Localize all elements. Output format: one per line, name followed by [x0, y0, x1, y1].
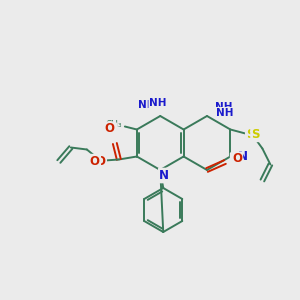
Text: CH₃: CH₃ — [105, 120, 122, 129]
Text: O: O — [232, 152, 242, 166]
Text: NH: NH — [215, 102, 232, 112]
Text: N: N — [237, 150, 248, 163]
Text: N: N — [159, 169, 169, 182]
Text: N: N — [159, 169, 169, 182]
Text: NH: NH — [138, 100, 155, 110]
Text: O: O — [96, 155, 106, 168]
Text: S: S — [246, 128, 255, 141]
Text: NH: NH — [216, 108, 233, 118]
Text: O: O — [90, 155, 100, 168]
Text: S: S — [251, 128, 260, 141]
Text: O: O — [105, 122, 115, 136]
Text: N: N — [237, 150, 248, 163]
Text: O: O — [106, 124, 116, 136]
Text: NH: NH — [149, 98, 167, 108]
Text: O: O — [231, 154, 241, 166]
